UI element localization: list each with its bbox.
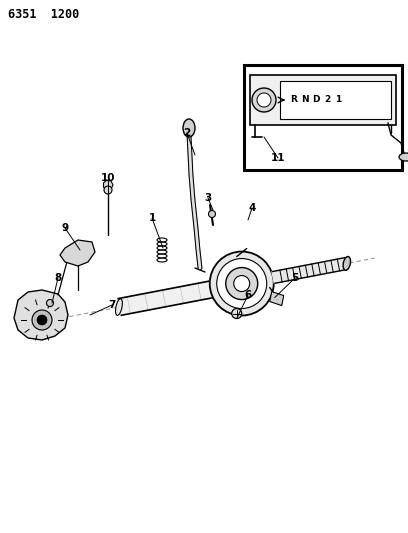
- Ellipse shape: [399, 153, 408, 161]
- Circle shape: [208, 211, 215, 217]
- Ellipse shape: [210, 252, 274, 316]
- Text: 7: 7: [108, 300, 116, 310]
- Polygon shape: [270, 292, 284, 305]
- Text: 6: 6: [244, 290, 252, 300]
- Text: 2: 2: [183, 128, 191, 138]
- Text: 11: 11: [271, 153, 285, 163]
- Ellipse shape: [226, 268, 258, 300]
- Circle shape: [37, 315, 47, 325]
- Text: 8: 8: [54, 273, 62, 283]
- Polygon shape: [104, 180, 113, 190]
- Text: 5: 5: [291, 273, 299, 283]
- Ellipse shape: [343, 256, 350, 270]
- Polygon shape: [14, 290, 68, 340]
- Bar: [280, 81, 391, 119]
- Polygon shape: [118, 276, 242, 316]
- Polygon shape: [272, 257, 348, 284]
- Text: 1: 1: [149, 213, 155, 223]
- Circle shape: [32, 310, 52, 330]
- Circle shape: [232, 309, 242, 319]
- Text: 2: 2: [324, 95, 330, 104]
- Circle shape: [47, 300, 53, 306]
- Text: 6351  1200: 6351 1200: [8, 8, 79, 21]
- Ellipse shape: [217, 259, 267, 309]
- Ellipse shape: [234, 276, 250, 292]
- Ellipse shape: [115, 298, 122, 316]
- Ellipse shape: [183, 119, 195, 137]
- Text: D: D: [312, 95, 320, 104]
- Text: R: R: [290, 95, 297, 104]
- Bar: [244, 65, 402, 170]
- Text: 1: 1: [335, 95, 341, 104]
- Circle shape: [252, 88, 276, 112]
- Text: 9: 9: [62, 223, 69, 233]
- Text: 4: 4: [248, 203, 256, 213]
- Bar: [250, 75, 396, 125]
- Circle shape: [257, 93, 271, 107]
- Text: 3: 3: [204, 193, 212, 203]
- Polygon shape: [60, 240, 95, 266]
- Circle shape: [104, 186, 112, 194]
- Text: 10: 10: [101, 173, 115, 183]
- Text: N: N: [301, 95, 309, 104]
